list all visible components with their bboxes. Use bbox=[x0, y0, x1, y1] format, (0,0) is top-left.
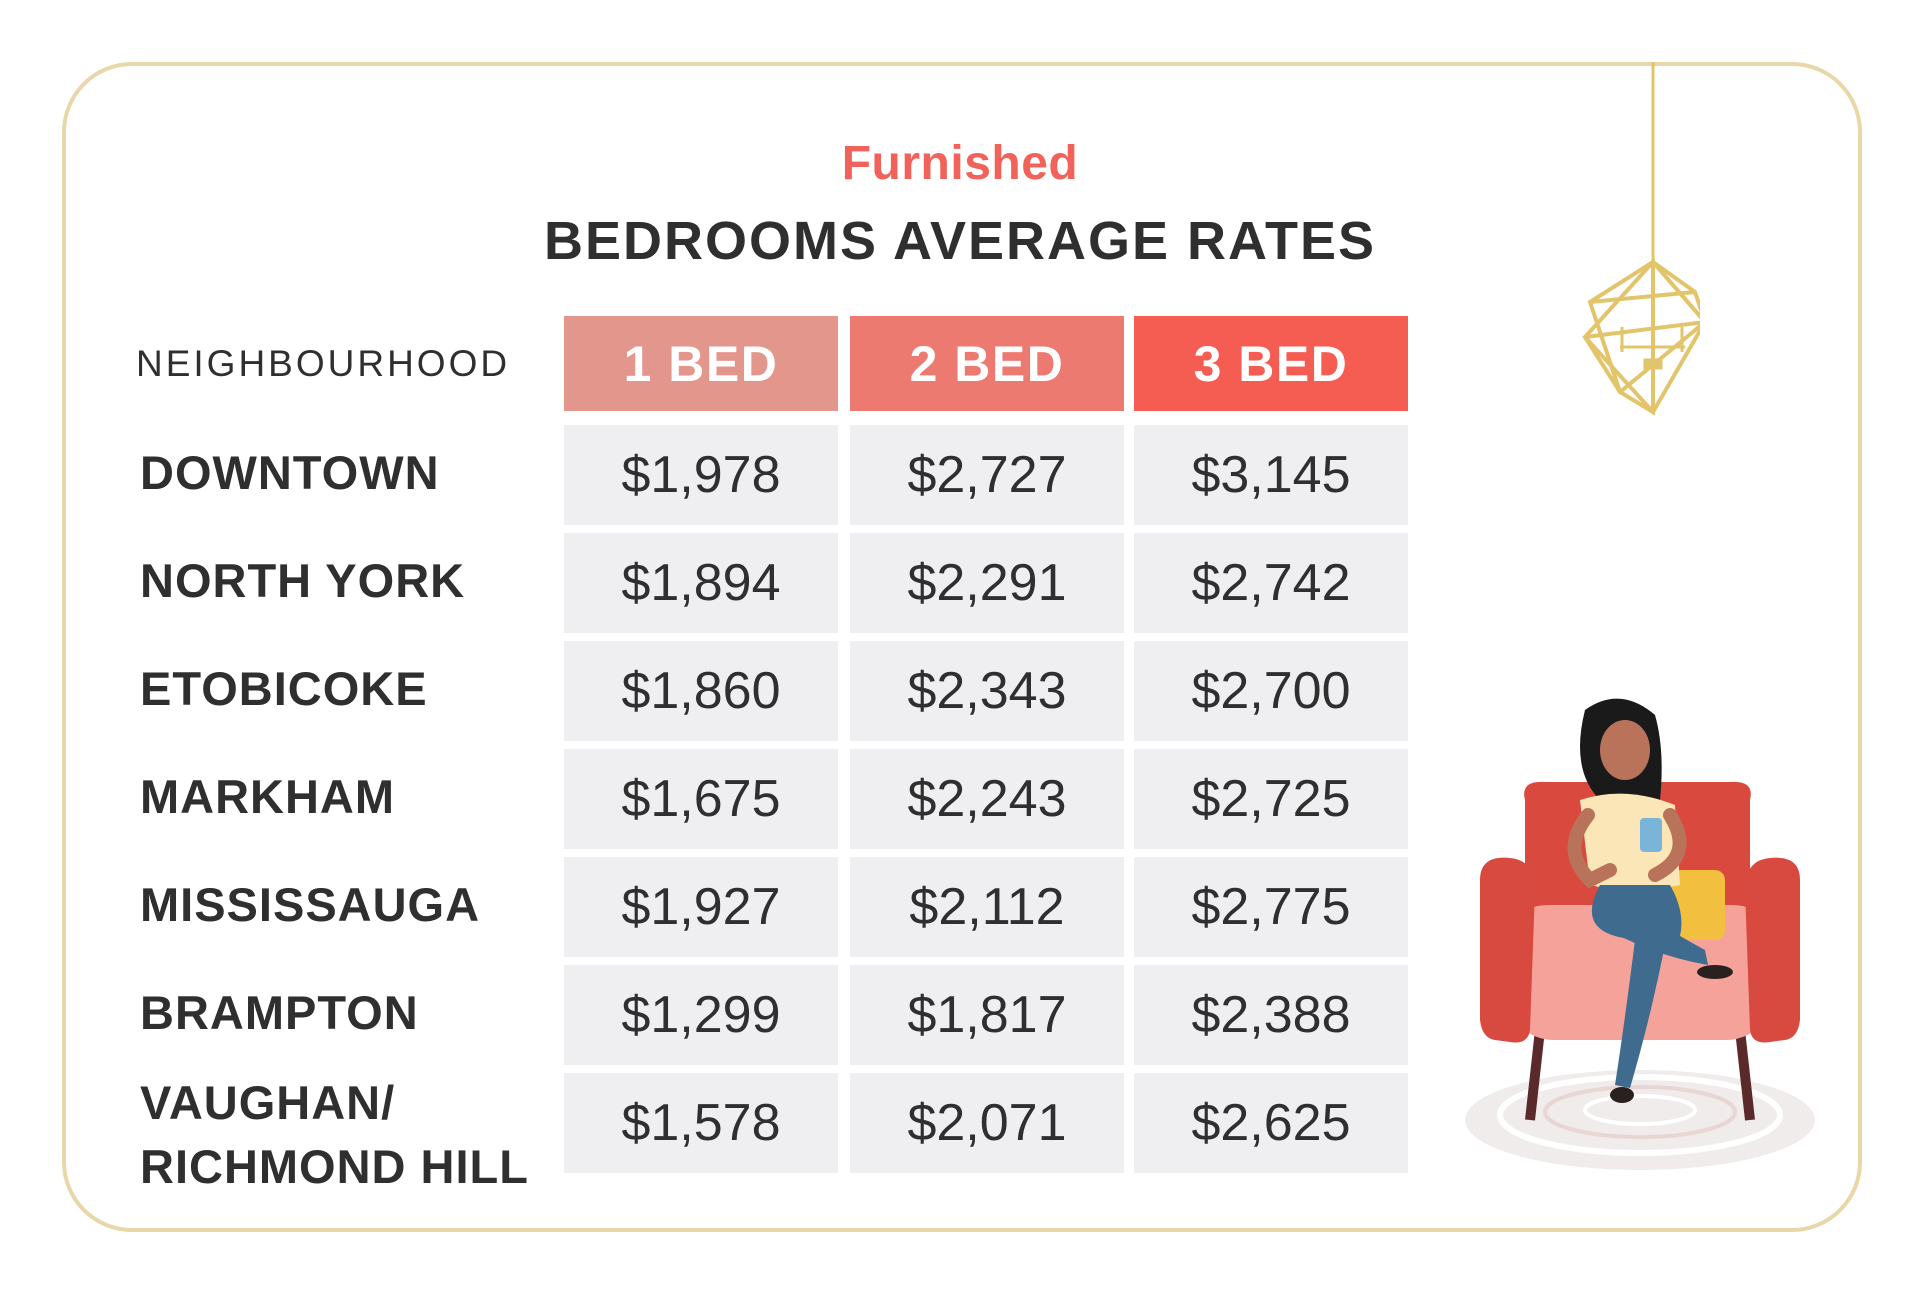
table-cell: $2,388 bbox=[1134, 965, 1408, 1065]
table-cell: $2,625 bbox=[1134, 1073, 1408, 1173]
table-cell: $1,817 bbox=[850, 965, 1124, 1065]
table-cell: $1,675 bbox=[564, 749, 838, 849]
table-cell: $1,978 bbox=[564, 425, 838, 525]
table-cell: $2,112 bbox=[850, 857, 1124, 957]
table-cell: $2,700 bbox=[1134, 641, 1408, 741]
table-cell: $1,299 bbox=[564, 965, 838, 1065]
column-header-1-bed: 1 BED bbox=[564, 316, 838, 411]
table-cell: $2,343 bbox=[850, 641, 1124, 741]
table-cell: $1,927 bbox=[564, 857, 838, 957]
row-label: ETOBICOKE bbox=[140, 662, 428, 715]
row-label: DOWNTOWN bbox=[140, 446, 440, 499]
table-cell: $2,071 bbox=[850, 1073, 1124, 1173]
table-cell: $3,145 bbox=[1134, 425, 1408, 525]
table-cell: $1,860 bbox=[564, 641, 838, 741]
row-label: VAUGHAN/ RICHMOND HILL bbox=[140, 1076, 529, 1193]
chart-title: BEDROOMS AVERAGE RATES bbox=[543, 211, 1377, 271]
table-cell: $2,725 bbox=[1134, 749, 1408, 849]
row-header-label: NEIGHBOURHOOD bbox=[136, 343, 511, 384]
row-label: BRAMPTON bbox=[140, 986, 419, 1039]
chart-subtitle: Furnished bbox=[841, 137, 1079, 190]
chandelier-icon bbox=[1582, 62, 1700, 416]
table-cell: $2,291 bbox=[850, 533, 1124, 633]
table-cell: $1,578 bbox=[564, 1073, 838, 1173]
table-cell: $2,727 bbox=[850, 425, 1124, 525]
row-label: MISSISSAUGA bbox=[140, 878, 481, 931]
column-header-3-bed: 3 BED bbox=[1134, 316, 1408, 411]
table-cell: $2,775 bbox=[1134, 857, 1408, 957]
table-cell: $1,894 bbox=[564, 533, 838, 633]
row-label: NORTH YORK bbox=[140, 554, 466, 607]
table-cell: $2,243 bbox=[850, 749, 1124, 849]
column-header-2-bed: 2 BED bbox=[850, 316, 1124, 411]
woman-in-armchair-illustration bbox=[1465, 698, 1815, 1170]
table-cell: $2,742 bbox=[1134, 533, 1408, 633]
row-label: MARKHAM bbox=[140, 770, 396, 823]
